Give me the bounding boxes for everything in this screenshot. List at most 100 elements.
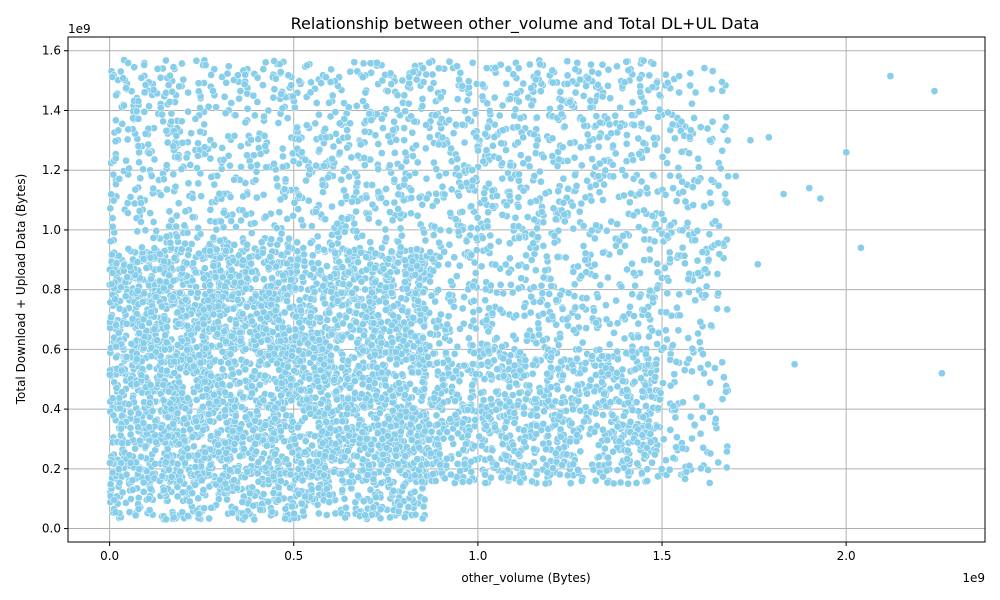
data-point [528, 369, 537, 378]
data-point [579, 222, 588, 230]
data-point [252, 167, 261, 176]
data-point [325, 342, 334, 351]
data-point [533, 224, 541, 233]
data-point [352, 207, 360, 216]
data-point [445, 290, 454, 299]
data-point [226, 193, 235, 201]
data-point [591, 272, 600, 280]
data-point [169, 63, 178, 71]
data-point [369, 503, 378, 512]
data-point [257, 238, 266, 247]
data-point [288, 502, 296, 511]
data-point [163, 413, 172, 422]
data-point [395, 501, 404, 510]
data-point [594, 142, 603, 151]
data-point [398, 306, 407, 315]
data-point [301, 492, 310, 501]
data-point [111, 137, 120, 146]
data-point [361, 285, 369, 294]
data-point [338, 476, 347, 485]
data-point [133, 416, 141, 425]
data-point [404, 503, 413, 511]
data-point [368, 288, 376, 297]
data-point [200, 504, 209, 513]
data-point [127, 339, 136, 348]
data-point [112, 321, 120, 329]
data-point [409, 342, 418, 351]
data-point [170, 254, 179, 262]
data-point [359, 402, 368, 411]
data-point [293, 123, 301, 132]
data-point [193, 451, 202, 459]
data-point [427, 291, 436, 300]
data-point [511, 213, 520, 222]
data-point [235, 452, 244, 461]
data-point [247, 229, 256, 237]
data-point [259, 190, 268, 199]
data-point [166, 238, 175, 247]
data-point [185, 497, 194, 506]
data-point [486, 231, 495, 240]
data-point [145, 506, 154, 514]
data-point [367, 341, 376, 349]
data-point [320, 162, 328, 170]
data-point [346, 322, 355, 331]
data-point [343, 143, 352, 152]
data-point [553, 162, 562, 170]
data-point [498, 210, 507, 219]
data-point [354, 362, 363, 370]
data-point [108, 250, 116, 259]
data-point [384, 132, 393, 141]
data-point [647, 392, 656, 401]
data-point [370, 264, 379, 272]
data-point [361, 511, 370, 520]
data-point [329, 142, 338, 151]
data-point [594, 172, 603, 181]
data-point [586, 103, 595, 112]
data-point [420, 228, 428, 237]
data-point [480, 189, 489, 197]
data-point [366, 485, 375, 494]
data-point [277, 391, 285, 400]
data-point [163, 185, 171, 194]
data-point [309, 264, 318, 273]
data-point [387, 247, 396, 256]
data-point [442, 106, 450, 114]
data-point [130, 199, 139, 208]
data-point [138, 243, 146, 252]
data-point [187, 240, 196, 248]
data-point [229, 256, 238, 265]
data-point [238, 498, 247, 506]
data-point [331, 108, 340, 116]
data-point [502, 79, 511, 88]
data-point [205, 399, 213, 408]
data-point [538, 289, 547, 297]
data-point [365, 461, 373, 469]
data-point [248, 317, 256, 326]
data-point [239, 393, 248, 401]
data-point [337, 469, 346, 478]
data-point [650, 237, 659, 246]
data-point [435, 172, 444, 180]
data-point [280, 185, 289, 194]
data-point [297, 459, 306, 468]
data-point [347, 333, 355, 342]
data-point [340, 494, 349, 503]
data-point [377, 149, 386, 157]
data-point [248, 382, 256, 391]
data-point [453, 164, 461, 173]
data-point [259, 65, 268, 74]
data-point [611, 111, 620, 120]
data-point [382, 283, 390, 292]
data-point [220, 92, 229, 101]
data-point [400, 513, 409, 522]
data-point [252, 193, 261, 202]
data-point [440, 190, 449, 199]
data-point [272, 174, 281, 183]
data-point [310, 344, 318, 353]
data-point [108, 269, 117, 277]
data-point [644, 125, 653, 133]
data-point [419, 502, 428, 511]
data-point [194, 494, 203, 503]
data-point [598, 60, 607, 69]
